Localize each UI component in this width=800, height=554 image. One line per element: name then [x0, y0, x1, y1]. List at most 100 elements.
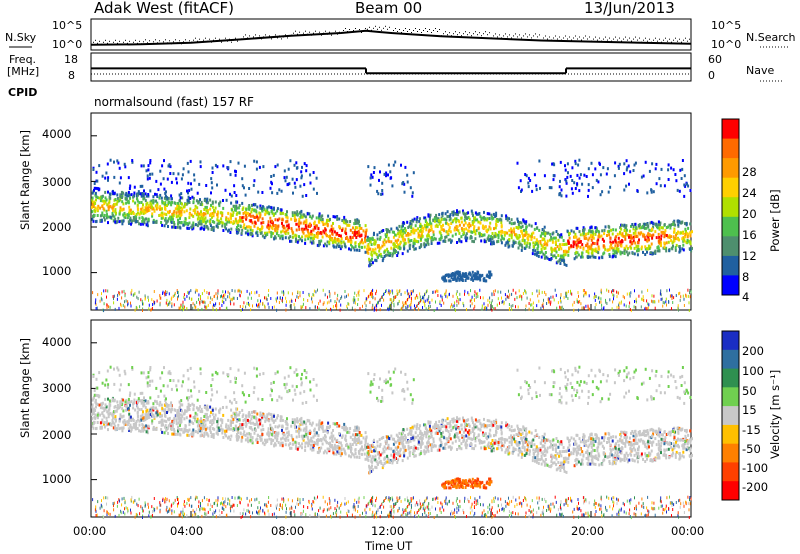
n-search-point — [521, 37, 522, 39]
n-search-point — [303, 32, 304, 34]
velocity-cell — [670, 442, 672, 446]
velocity-cell — [206, 405, 209, 409]
n-search-point — [689, 38, 690, 40]
power-cell — [490, 240, 493, 244]
velocity-cell — [287, 430, 290, 434]
power-cell — [477, 212, 480, 216]
power-cell — [350, 243, 352, 247]
velocity-cell — [201, 423, 204, 427]
n-search-point — [655, 37, 656, 39]
velocity-cell — [330, 435, 333, 439]
power-cell — [438, 222, 441, 226]
velocity-cell — [673, 446, 676, 450]
velocity-cell — [354, 433, 357, 437]
power-cell — [128, 221, 130, 225]
velocity-cell — [229, 419, 232, 423]
velocity-cell — [205, 412, 208, 416]
power-cell — [343, 221, 346, 225]
velocity-colorbar-swatch — [722, 481, 739, 501]
power-cell — [461, 228, 464, 232]
velocity-cell — [91, 408, 94, 412]
n-search-point — [643, 39, 644, 41]
velocity-cell — [418, 453, 421, 457]
velocity-cell — [113, 410, 115, 414]
velocity-cell — [166, 417, 169, 421]
velocity-cell — [197, 422, 200, 426]
power-cell — [174, 202, 177, 205]
velocity-cell — [520, 428, 523, 432]
power-cell — [311, 214, 314, 218]
velocity-cell — [160, 428, 163, 431]
power-cell — [351, 245, 354, 249]
power-cell — [539, 240, 542, 243]
velocity-cell — [686, 442, 689, 446]
power-cell — [659, 223, 661, 227]
power-cell — [604, 225, 607, 229]
velocity-cell — [222, 436, 225, 439]
power-cell — [326, 240, 329, 244]
velocity-cell — [407, 444, 410, 448]
velocity-cell — [144, 418, 147, 422]
velocity-cell — [305, 425, 308, 429]
n-search-point — [229, 38, 230, 40]
velocity-cell — [199, 410, 202, 413]
power-cell — [364, 250, 367, 254]
velocity-cell — [143, 416, 146, 419]
power-cell — [331, 229, 334, 233]
n-search-point — [575, 35, 576, 37]
n-search-point — [171, 43, 172, 45]
velocity-cell — [360, 433, 363, 437]
velocity-cell — [170, 428, 173, 431]
power-cell — [196, 217, 199, 221]
velocity-cell — [518, 431, 521, 435]
velocity-cell — [521, 452, 524, 456]
power-cell — [206, 211, 209, 215]
power-cell — [371, 248, 374, 252]
power-cell — [632, 235, 635, 239]
power-cell — [206, 219, 209, 223]
n-search-point — [335, 30, 336, 32]
power-cell — [460, 216, 463, 220]
velocity-cell — [303, 427, 306, 431]
power-cell — [487, 236, 490, 240]
velocity-cell — [125, 408, 128, 412]
velocity-cell — [591, 460, 594, 464]
power-cell — [143, 209, 146, 212]
power-cell — [101, 213, 104, 217]
velocity-cb-tick-minus15: -15 — [742, 423, 761, 437]
velocity-cell — [452, 417, 455, 421]
power-cell — [555, 256, 558, 260]
power-cell — [344, 230, 347, 234]
velocity-cell — [309, 432, 311, 435]
velocity-cell — [421, 439, 423, 443]
velocity-cell — [95, 405, 97, 409]
velocity-cell — [245, 422, 248, 426]
n-search-point — [101, 43, 102, 45]
velocity-cell — [673, 434, 676, 438]
power-cell — [249, 225, 252, 229]
power-cell — [155, 193, 158, 197]
velocity-cell — [402, 428, 405, 431]
power-cell — [341, 219, 344, 222]
power-cell — [232, 220, 235, 224]
velocity-cell — [251, 410, 253, 414]
power-cell — [589, 226, 592, 230]
power-cell — [423, 243, 426, 247]
velocity-cell — [161, 418, 164, 422]
power-cell — [281, 234, 284, 238]
velocity-cell — [234, 424, 237, 428]
velocity-cell — [287, 433, 290, 437]
power-cell — [270, 209, 273, 213]
velocity-cell — [248, 414, 251, 418]
power-cell — [518, 221, 521, 224]
n-search-point — [279, 35, 280, 37]
velocity-cell — [176, 432, 179, 436]
power-cell — [514, 241, 517, 245]
velocity-cell — [336, 422, 339, 425]
power-cell — [311, 241, 314, 245]
velocity-cell — [558, 450, 561, 454]
power-cell — [311, 236, 314, 240]
n-search-point — [681, 41, 682, 43]
power-cell — [353, 230, 356, 234]
n-search-point — [527, 36, 528, 38]
